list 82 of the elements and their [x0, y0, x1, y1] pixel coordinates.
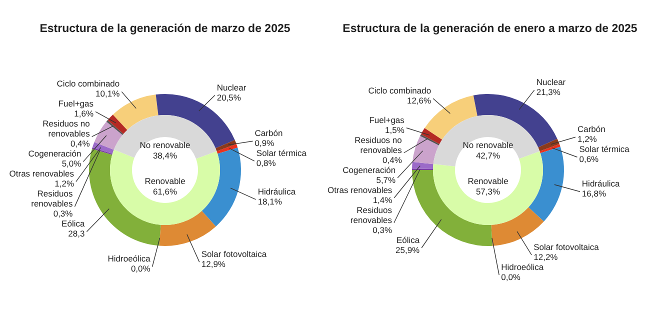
donut-slice	[412, 136, 439, 164]
donut-slice	[202, 148, 241, 226]
donut-slice	[110, 150, 220, 225]
donut-slice	[433, 115, 540, 166]
donut-slice	[412, 162, 434, 169]
slice-label: Solar térmica	[256, 148, 307, 158]
slice-label: Solar fotovoltaica	[534, 242, 600, 252]
text: 0,0%	[130, 264, 150, 274]
data-label: 1,2%	[578, 134, 598, 144]
slice-label: Nuclear	[536, 77, 566, 88]
data-label: 12,9%	[201, 259, 226, 270]
data-label: 0,4%	[70, 138, 90, 149]
data-label: 1,5%	[385, 124, 405, 135]
category-label: Hidroeólica	[501, 262, 544, 272]
donut-slice	[92, 147, 112, 155]
slice-label: Solar fotovoltaica	[201, 249, 267, 260]
category-label: Hidroeólica	[108, 254, 150, 264]
data-label: 1,4%	[372, 194, 393, 205]
text: 0,0%	[501, 272, 520, 282]
slice-label: Nuclear	[216, 82, 246, 92]
data-label: 10,1%	[96, 88, 120, 99]
chart-title: Estructura de la generación de enero a marzo de 2025	[342, 23, 638, 35]
data-label: 28,3	[68, 228, 85, 239]
slice-label: Fuel+gas	[369, 114, 404, 125]
slice-label: Eólica	[62, 218, 85, 229]
data-label: 0,6%	[579, 154, 600, 164]
data-label: 0,3%	[372, 224, 392, 235]
data-label: 25,9%	[396, 244, 420, 255]
slice-label: Ciclo combinado	[56, 78, 120, 89]
slice-label: Otras renovables	[9, 168, 74, 179]
donut-slice	[420, 128, 442, 144]
slice-label: Renovable	[468, 176, 509, 186]
data-label: 12,6%	[406, 96, 432, 106]
slice-label: Cogeneración	[28, 148, 82, 159]
data-label: 5,0%	[62, 158, 82, 169]
data-label: 20,5%	[216, 92, 242, 102]
slice-label: No renovable	[462, 140, 514, 150]
slice-label: Residuos renovables	[350, 204, 392, 225]
slice-label: Hidráulica	[582, 178, 620, 189]
data-label: 12,2%	[534, 252, 558, 262]
data-label: 0,8%	[256, 158, 276, 168]
donut-slice	[528, 146, 564, 222]
data-label: 38,4%	[152, 150, 178, 160]
slice-label: Carbón	[254, 128, 283, 138]
donut-slice	[94, 122, 123, 150]
data-label: 1,2%	[54, 178, 74, 189]
donut-slice	[108, 114, 128, 134]
data-label: 0,9%	[254, 138, 275, 148]
donut-slice	[540, 144, 560, 154]
slice-label: Cogeneración	[342, 164, 396, 175]
donut-slice	[106, 120, 124, 135]
donut-slice	[433, 151, 543, 225]
slice-label: Fuel+gas	[58, 98, 94, 109]
slice-label: Hidráulica	[258, 186, 296, 196]
slice-label: Residuos no renovables	[354, 134, 402, 155]
donut-slice	[159, 210, 216, 246]
slice-label: Solar térmica	[579, 144, 630, 154]
donut-slice	[114, 115, 217, 159]
slice-label: Residuos no renovables	[42, 118, 90, 139]
slice-label: No renovable	[140, 140, 191, 150]
chart-title: Estructura de la generación de marzo de 2025	[40, 23, 291, 35]
slice-label: Renovable	[144, 176, 186, 186]
slice-label: Ciclo combinado	[368, 86, 432, 96]
data-label: 57,3%	[476, 186, 500, 196]
data-label: 61,6%	[152, 186, 178, 196]
data-label: 0,3%	[53, 208, 74, 219]
slice-label: Eólica	[396, 234, 420, 245]
donut-slice	[216, 144, 238, 154]
slice-label: Carbón	[578, 124, 606, 134]
donut-slice	[538, 138, 560, 152]
data-label: 21,3%	[536, 87, 561, 98]
data-label: 42,7%	[476, 150, 500, 160]
slice-label: Residuos renovables	[31, 188, 73, 209]
donut-slice	[216, 140, 236, 152]
data-label: 0,4%	[382, 154, 402, 165]
data-label: 16,8%	[582, 188, 606, 199]
data-label: 1,6%	[74, 108, 94, 119]
slice-label: Otras renovables	[327, 184, 392, 195]
data-label: 5,7%	[376, 174, 396, 185]
data-label: 18,1%	[258, 196, 282, 206]
donut-slice	[92, 142, 114, 154]
donut-slice	[420, 134, 440, 146]
